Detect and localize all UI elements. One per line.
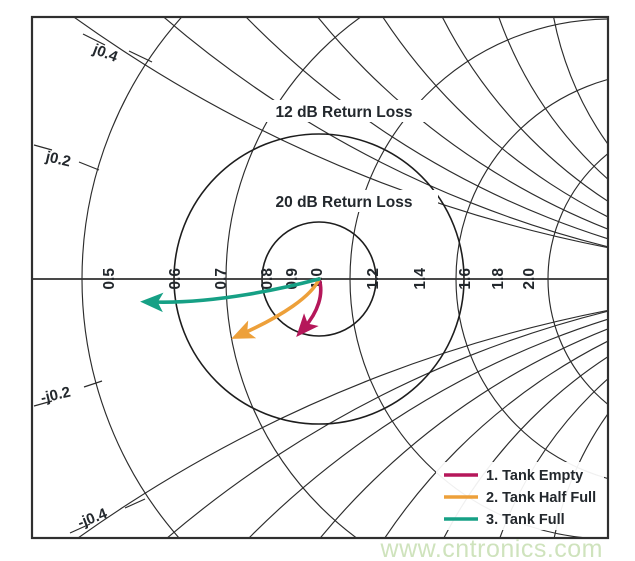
leader-j04-right	[128, 50, 153, 63]
tick-label-r-0: 0.5	[101, 268, 118, 290]
data-traces	[140, 277, 323, 339]
label-bg-12db	[252, 100, 436, 122]
reactance-label-j02: j0.2	[43, 148, 72, 170]
trace-tank-half-full	[231, 277, 321, 339]
leader-j02-right	[78, 161, 100, 171]
tick-label-r-10: 2.0	[521, 268, 538, 290]
tick-label-r-2: 0.7	[213, 268, 230, 290]
legend-item-tank-half-full[interactable]: 2. Tank Half Full	[444, 490, 596, 506]
leader-mj02-right	[83, 380, 103, 388]
legend: 1. Tank Empty 2. Tank Half Full 3. Tank …	[436, 462, 604, 530]
return-loss-12db-label: 12 dB Return Loss	[276, 104, 413, 121]
legend-item-tank-empty[interactable]: 1. Tank Empty	[444, 468, 583, 484]
leader-mj04-right	[124, 498, 146, 509]
leader-j04-left	[82, 33, 106, 46]
reactance-labels: j0.4 j0.2 -j0.2 -j0.4	[33, 33, 153, 534]
leader-mj04-left	[69, 523, 91, 534]
legend-label-tank-full: 3. Tank Full	[486, 512, 565, 528]
resistance-tick-labels: 0.5 0.6 0.7 0.8 0.9 1.0 1.2 1.4 1.6 1.8 …	[101, 268, 538, 290]
tick-label-r-8: 1.6	[457, 268, 474, 290]
return-loss-annotations: 12 dB Return Loss 20 dB Return Loss	[248, 100, 438, 212]
trace-tank-full	[140, 277, 321, 313]
legend-label-tank-empty: 1. Tank Empty	[486, 468, 583, 484]
legend-label-tank-half-full: 2. Tank Half Full	[486, 490, 596, 506]
legend-item-tank-full[interactable]: 3. Tank Full	[444, 512, 565, 528]
tick-label-r-1: 0.6	[167, 268, 184, 290]
label-bg-20db	[248, 190, 438, 212]
chart-frame	[30, 15, 610, 540]
watermark-text: www.cntronics.com	[380, 535, 603, 561]
trace-tank-empty	[296, 277, 323, 337]
tick-label-r-9: 1.8	[490, 268, 507, 290]
tick-label-r-7: 1.4	[412, 268, 429, 290]
leader-mj02-left	[33, 400, 53, 407]
return-loss-20db-label: 20 dB Return Loss	[276, 194, 413, 211]
reactance-label-mj02: -j0.2	[39, 384, 72, 407]
leader-j02-left	[33, 144, 53, 151]
tick-label-r-3: 0.8	[259, 268, 276, 290]
tick-label-r-6: 1.2	[365, 268, 382, 290]
